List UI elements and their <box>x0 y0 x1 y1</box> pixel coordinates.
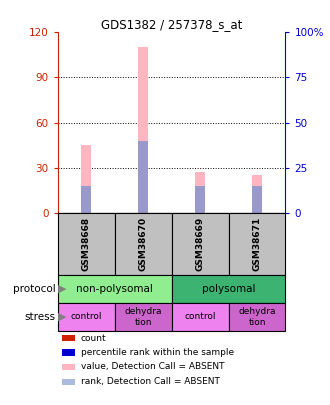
Bar <box>62 350 75 356</box>
Bar <box>58 213 115 275</box>
Text: value, Detection Call = ABSENT: value, Detection Call = ABSENT <box>81 362 224 371</box>
Bar <box>228 213 285 275</box>
Text: GSM38670: GSM38670 <box>139 217 148 271</box>
Bar <box>115 213 172 275</box>
Bar <box>62 335 75 341</box>
Text: non-polysomal: non-polysomal <box>76 284 153 294</box>
Text: GSM38668: GSM38668 <box>82 217 91 271</box>
Bar <box>58 303 115 331</box>
Bar <box>252 185 262 213</box>
Text: rank, Detection Call = ABSENT: rank, Detection Call = ABSENT <box>81 377 219 386</box>
Bar <box>228 303 285 331</box>
Bar <box>172 213 228 275</box>
Text: dehydra
tion: dehydra tion <box>124 307 162 326</box>
Text: percentile rank within the sample: percentile rank within the sample <box>81 348 234 357</box>
Bar <box>172 275 285 303</box>
Bar <box>252 175 262 213</box>
Text: stress: stress <box>24 312 55 322</box>
Bar <box>172 303 228 331</box>
Text: control: control <box>71 312 102 321</box>
Bar <box>58 275 172 303</box>
Bar <box>81 145 91 213</box>
Text: control: control <box>184 312 216 321</box>
Text: ▶: ▶ <box>58 284 66 294</box>
Text: polysomal: polysomal <box>202 284 255 294</box>
Bar <box>81 185 91 213</box>
Bar <box>195 172 205 213</box>
Bar <box>62 379 75 385</box>
Text: ▶: ▶ <box>58 312 66 322</box>
Bar <box>115 303 172 331</box>
Title: GDS1382 / 257378_s_at: GDS1382 / 257378_s_at <box>101 18 242 31</box>
Bar <box>138 47 148 213</box>
Text: count: count <box>81 334 106 343</box>
Text: GSM38671: GSM38671 <box>252 217 261 271</box>
Text: dehydra
tion: dehydra tion <box>238 307 276 326</box>
Text: GSM38669: GSM38669 <box>196 217 205 271</box>
Bar <box>195 185 205 213</box>
Bar <box>138 141 148 213</box>
Text: protocol: protocol <box>13 284 55 294</box>
Bar <box>62 364 75 370</box>
